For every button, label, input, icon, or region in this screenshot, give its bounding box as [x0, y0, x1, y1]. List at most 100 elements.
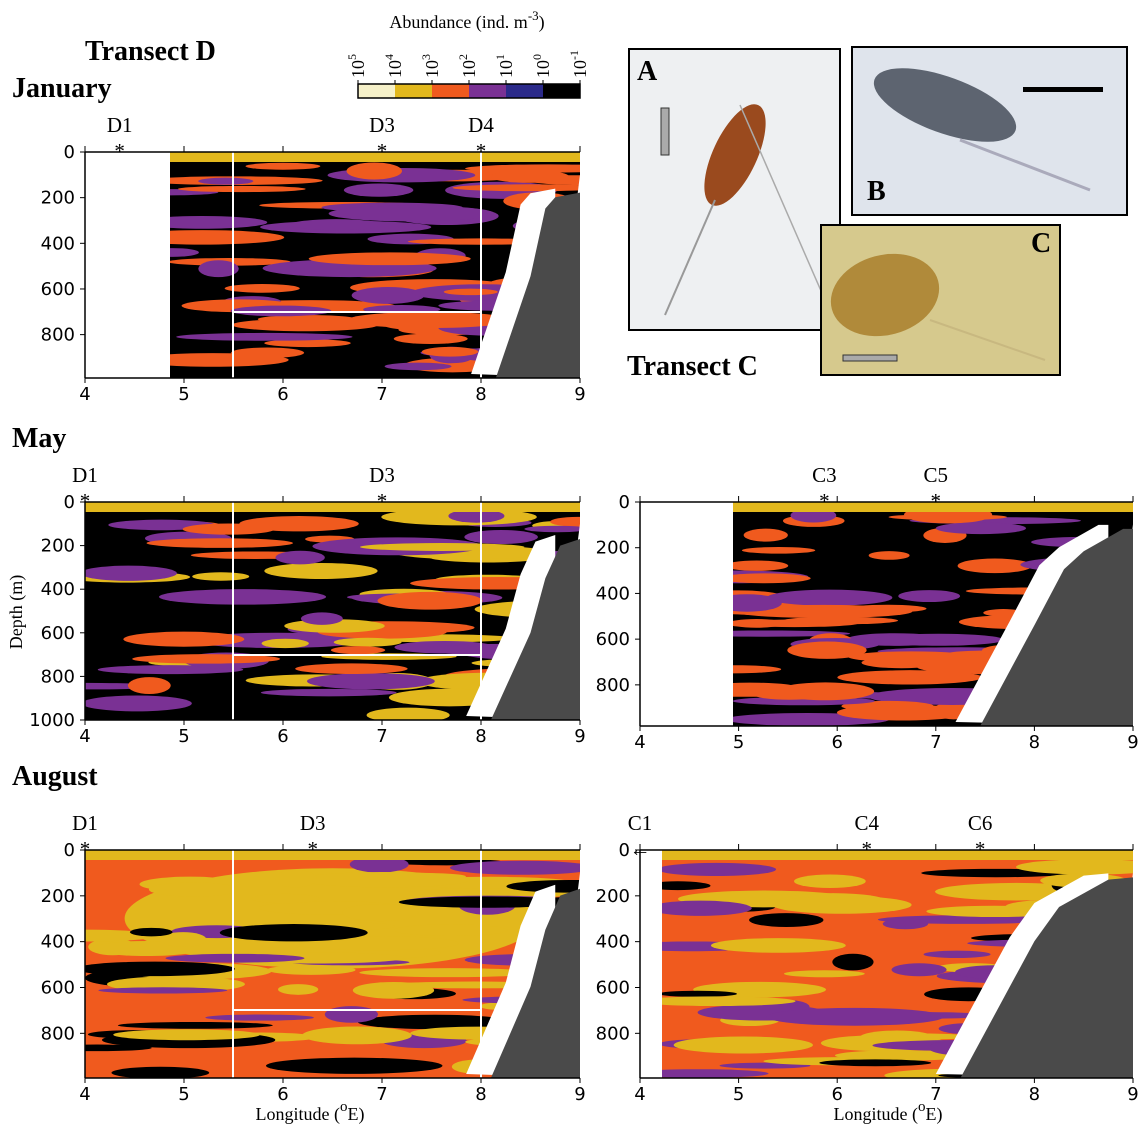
field-blob [674, 1037, 813, 1054]
y-tick-label: 200 [41, 886, 75, 907]
field-blob [450, 861, 595, 875]
field-blob [629, 1069, 769, 1078]
x-tick-label: 5 [733, 1084, 744, 1105]
field-blob [291, 219, 382, 230]
field-blob [352, 287, 425, 304]
station-marker: * [307, 837, 318, 861]
field-blob [329, 206, 495, 222]
field-blob [220, 924, 368, 941]
y-tick-label: 800 [596, 1023, 630, 1044]
heading: Transect D [85, 36, 216, 67]
field-blob [325, 1006, 378, 1023]
contour-field [623, 850, 1145, 1082]
x-tick-label: 9 [574, 1084, 585, 1105]
colorbar-tick-base: 10 [496, 60, 516, 78]
y-tick-label: 600 [41, 977, 75, 998]
field-blob [42, 1045, 151, 1052]
colorbar-swatch [395, 84, 432, 98]
station-marker: * [80, 489, 91, 513]
x-tick-label: 9 [574, 726, 585, 747]
x-tick-label: 6 [831, 732, 842, 753]
x-label-sup: o [918, 1099, 926, 1115]
x-tick-label: 9 [574, 384, 585, 405]
photo-label: B [867, 176, 886, 207]
field-blob [275, 870, 316, 888]
y-tick-label: 0 [64, 492, 75, 513]
x-tick-label: 8 [475, 384, 486, 405]
field-blob [464, 530, 538, 544]
field-blob [111, 1067, 209, 1079]
field-blob [176, 333, 352, 341]
field-blob [261, 689, 397, 696]
surface-band [85, 850, 580, 860]
station-label: C1 [628, 811, 653, 835]
field-blob [183, 523, 275, 534]
x-tick-label: 6 [831, 1084, 842, 1105]
station-marker: * [819, 489, 830, 513]
field-blob [165, 954, 304, 963]
field-blob [275, 551, 324, 565]
x-label-end: E) [925, 1104, 942, 1125]
field-blob [80, 566, 177, 581]
y-tick-label: 200 [596, 538, 630, 559]
y-tick-label: 0 [619, 840, 630, 861]
field-blob [700, 683, 799, 693]
y-tick-label: 1000 [29, 710, 75, 731]
field-blob [773, 896, 912, 914]
contour-field [662, 502, 1145, 726]
field-blob [422, 347, 478, 357]
field-blob [147, 538, 293, 548]
field-blob [231, 306, 332, 317]
field-blob [258, 315, 357, 323]
x-tick-label: 7 [930, 732, 941, 753]
panel-title: August [12, 761, 98, 792]
y-tick-label: 200 [41, 188, 75, 209]
field-blob [749, 913, 823, 927]
field-blob [719, 573, 811, 583]
field-blob [550, 517, 604, 527]
field-blob [869, 551, 910, 560]
colorbar-tick-label: 104 [382, 54, 405, 78]
y-tick-label: 800 [41, 666, 75, 687]
station-marker: ← [630, 837, 651, 861]
colorbar-tick-base: 10 [533, 60, 553, 78]
field-blob [452, 184, 607, 191]
colorbar-tick-base: 10 [348, 60, 368, 78]
field-blob [198, 178, 253, 185]
x-tick-label: 5 [178, 1084, 189, 1105]
surface-band [170, 152, 580, 162]
y-tick-label: 0 [64, 142, 75, 163]
x-tick-label: 8 [475, 726, 486, 747]
field-blob [444, 289, 498, 296]
field-blob [137, 353, 289, 367]
colorbar-tick-label: 105 [345, 54, 368, 78]
field-blob [178, 186, 306, 192]
field-blob [246, 163, 321, 170]
station-label: C3 [812, 463, 837, 487]
field-blob [784, 970, 865, 977]
y-tick-label: 800 [596, 675, 630, 696]
x-tick-label: 4 [79, 384, 90, 405]
field-blob [342, 904, 418, 921]
x-tick-label: 6 [277, 1084, 288, 1105]
field-blob [657, 863, 776, 876]
y-tick-label: 600 [41, 279, 75, 300]
field-blob [658, 991, 737, 997]
colorbar-tick-label: 102 [456, 54, 479, 78]
field-blob [307, 673, 435, 689]
x-axis-label: Longitude (oE) [256, 1099, 365, 1125]
x-tick-label: 9 [1127, 1084, 1138, 1105]
field-blob [75, 962, 235, 977]
x-tick-label: 7 [930, 1084, 941, 1105]
y-tick-label: 600 [596, 977, 630, 998]
x-tick-label: 4 [634, 732, 645, 753]
field-blob [347, 162, 402, 179]
station-label: D1 [107, 113, 133, 137]
field-blob [82, 695, 192, 711]
photo-panels [629, 47, 1127, 375]
x-tick-label: 5 [178, 384, 189, 405]
colorbar-tick-base: 10 [459, 60, 479, 78]
field-blob [98, 987, 227, 993]
field-blob [159, 589, 326, 605]
field-blob [898, 590, 960, 602]
